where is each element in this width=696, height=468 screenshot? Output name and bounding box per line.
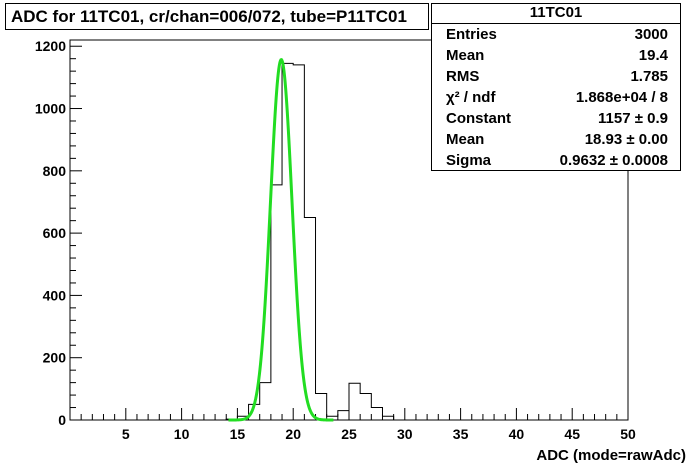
x-tick-label: 40	[509, 426, 525, 442]
y-tick-label: 800	[43, 163, 67, 179]
stats-key: Mean	[446, 47, 485, 64]
stats-value: 3000	[634, 26, 668, 43]
stats-title: 11TC01	[432, 4, 680, 24]
y-tick-label: 1200	[35, 38, 66, 54]
stats-value: 0.9632 ± 0.0008	[559, 152, 668, 169]
x-tick-label: 50	[620, 426, 636, 442]
x-tick-label: 15	[230, 426, 246, 442]
stats-value: 19.4	[638, 47, 668, 64]
y-tick-label: 0	[58, 412, 66, 428]
y-tick-label: 400	[43, 287, 67, 303]
x-tick-label: 10	[174, 426, 190, 442]
stats-key: Constant	[446, 110, 511, 127]
stats-row-sigma: Sigma 0.9632 ± 0.0008	[432, 150, 680, 171]
stats-key: Entries	[446, 26, 497, 43]
y-tick-label: 200	[43, 350, 67, 366]
stats-value: 1.785	[630, 68, 668, 85]
x-tick-label: 5	[122, 426, 130, 442]
x-axis: 5 10 15 20 25 30 35 40 45 50	[69, 408, 636, 442]
stats-key: χ² / ndf	[446, 89, 496, 106]
stats-key: Mean	[446, 131, 485, 148]
stats-box: 11TC01 Entries 3000 Mean 19.4 RMS 1.785 …	[431, 3, 681, 171]
plot-title: ADC for 11TC01, cr/chan=006/072, tube=P1…	[5, 3, 429, 30]
stats-row-entries: Entries 3000	[432, 24, 680, 45]
stats-row-chi2: χ² / ndf 1.868e+04 / 8	[432, 87, 680, 108]
x-tick-label: 45	[564, 426, 580, 442]
stats-row-rms: RMS 1.785	[432, 66, 680, 87]
stats-value: 1.868e+04 / 8	[575, 89, 668, 106]
x-tick-label: 35	[453, 426, 469, 442]
x-tick-label: 20	[285, 426, 301, 442]
x-axis-label: ADC (mode=rawAdc)	[536, 447, 686, 464]
stats-row-fit-mean: Mean 18.93 ± 0.00	[432, 129, 680, 150]
y-axis: 0 200 400 600 800 1000 1200	[35, 38, 82, 428]
stats-value: 1157 ± 0.9	[598, 110, 668, 127]
stats-value: 18.93 ± 0.00	[584, 131, 668, 148]
stats-row-constant: Constant 1157 ± 0.9	[432, 108, 680, 129]
stats-key: RMS	[446, 68, 480, 85]
stats-row-mean: Mean 19.4	[432, 45, 680, 66]
y-tick-label: 600	[43, 225, 67, 241]
gaussian-fit-curve	[228, 57, 334, 422]
stats-key: Sigma	[446, 152, 492, 169]
x-tick-label: 25	[341, 426, 357, 442]
histogram-line	[225, 62, 395, 420]
y-tick-label: 1000	[35, 101, 66, 117]
x-tick-label: 30	[397, 426, 413, 442]
